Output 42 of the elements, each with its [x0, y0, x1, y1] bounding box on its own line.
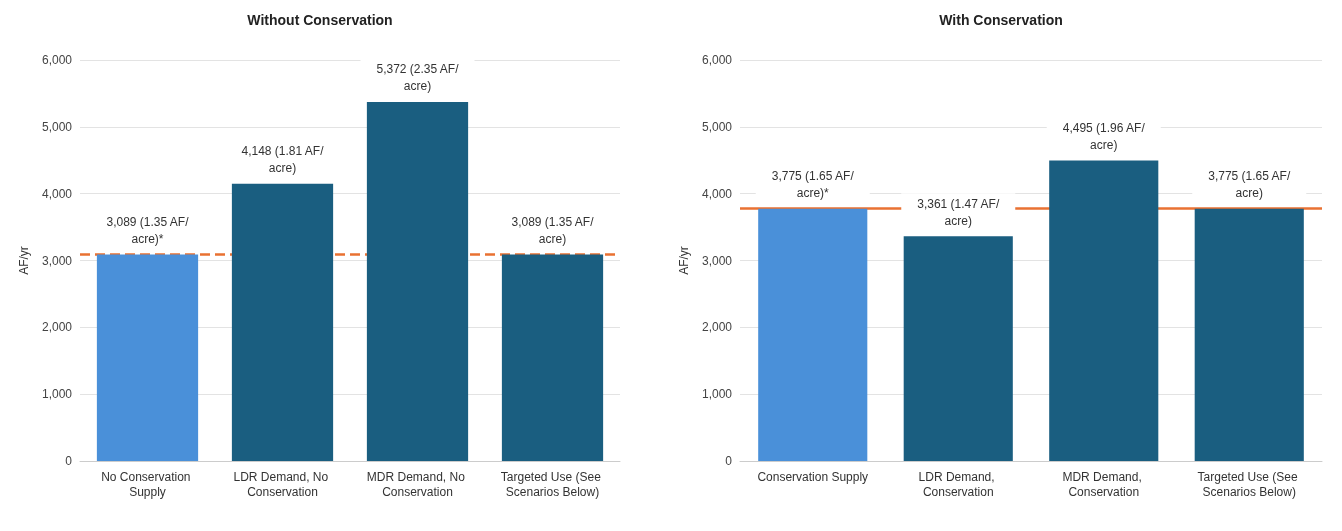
y-tick-label: 6,000	[41, 53, 73, 67]
x-tick-label: Targeted Use (See Scenarios Below)	[1197, 469, 1301, 499]
bar	[1194, 208, 1304, 461]
x-tick-label: Targeted Use (See Scenarios Below)	[500, 469, 605, 499]
chart-title: Without Conservation	[247, 12, 393, 28]
y-axis-title: AF/yr	[677, 246, 691, 275]
bar	[231, 183, 334, 461]
bar	[903, 236, 1013, 461]
chart-title: With Conservation	[939, 12, 1063, 28]
data-label: 3,775 (1.65 AF/acre)*	[771, 169, 855, 201]
bar	[1049, 160, 1159, 461]
data-label: 5,372 (2.35 AF/acre)	[376, 62, 460, 94]
y-tick-label: 0	[65, 454, 73, 468]
y-tick-label: 2,000	[41, 320, 73, 335]
y-tick-label: 4,000	[701, 186, 733, 201]
y-tick-label: 2,000	[701, 320, 733, 335]
y-tick-label: 1,000	[701, 387, 733, 402]
y-tick-label: 1,000	[41, 387, 73, 402]
x-tick-label: MDR Demand, No Conservation	[366, 469, 469, 499]
data-label: 4,148 (1.81 AF/acre)	[241, 144, 325, 176]
x-tick-label: LDR Demand, Conservation	[918, 469, 998, 499]
data-label: 3,089 (1.35 AF/acre)	[511, 215, 595, 247]
y-tick-label: 3,000	[41, 253, 73, 268]
y-axis-title: AF/yr	[17, 246, 31, 275]
x-tick-label: MDR Demand, Conservation	[1062, 469, 1146, 499]
x-tick-label: No Conservation Supply	[101, 469, 194, 499]
y-tick-label: 0	[725, 454, 733, 468]
x-tick-label: LDR Demand, No Conservation	[233, 469, 332, 499]
bar	[758, 208, 868, 461]
y-tick-label: 5,000	[701, 119, 733, 134]
bar	[501, 254, 604, 461]
data-label: 4,495 (1.96 AF/acre)	[1062, 121, 1146, 153]
y-tick-label: 3,000	[701, 253, 733, 268]
y-tick-label: 4,000	[41, 186, 73, 201]
y-tick-label: 6,000	[701, 53, 733, 67]
y-tick-label: 5,000	[41, 119, 73, 134]
bar	[366, 101, 469, 461]
data-label: 3,089 (1.35 AF/acre)*	[106, 215, 190, 247]
x-tick-label: Conservation Supply	[757, 469, 869, 484]
bar	[96, 254, 199, 461]
data-label: 3,361 (1.47 AF/acre)	[917, 196, 1000, 228]
data-label: 3,775 (1.65 AF/acre)	[1208, 169, 1291, 201]
